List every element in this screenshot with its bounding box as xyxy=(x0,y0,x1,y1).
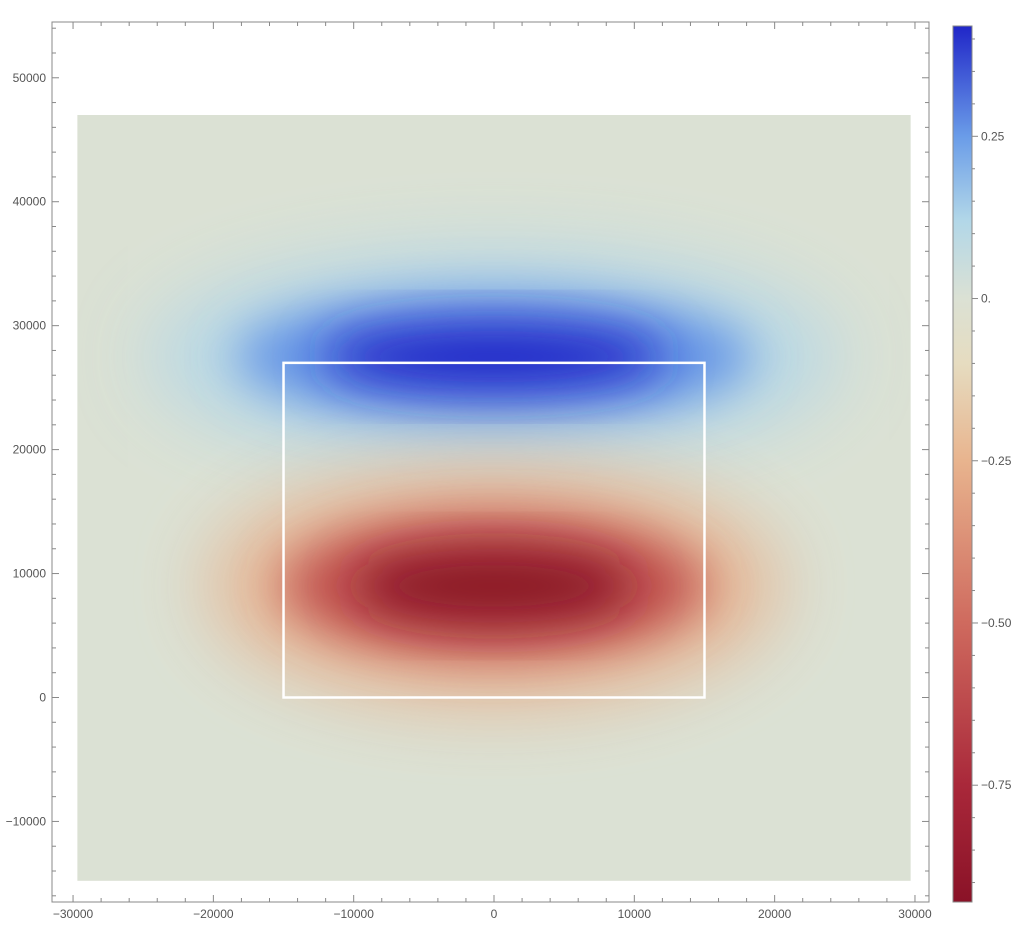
region-rectangle xyxy=(282,361,706,699)
colorbar-tick-label: −0.25 xyxy=(981,454,1012,468)
colorbar-tick-label: 0.25 xyxy=(981,129,1005,143)
y-tick-label: 40000 xyxy=(13,195,47,209)
x-tick-label: −10000 xyxy=(333,907,374,921)
y-tick-label: 50000 xyxy=(13,71,47,85)
x-tick-label: 20000 xyxy=(758,907,792,921)
colorbar-tick-label: −0.75 xyxy=(981,778,1012,792)
colorbar: 0.25 0. −0.25 −0.50 −0.75 xyxy=(952,25,1012,903)
heatmap-field xyxy=(77,114,911,881)
x-tick-label: 0 xyxy=(491,907,498,921)
field-blobs xyxy=(148,250,840,704)
y-tick-label: 20000 xyxy=(13,443,47,457)
y-tick-label: −10000 xyxy=(6,814,47,828)
colorbar-tick-label: −0.50 xyxy=(981,616,1012,630)
field-blob-core xyxy=(322,323,666,391)
colorbar-frame xyxy=(952,25,973,903)
colorbar-gradient xyxy=(953,26,972,902)
x-tick-label: −30000 xyxy=(53,907,94,921)
y-tick-label: 10000 xyxy=(13,567,47,581)
x-tick-label: −20000 xyxy=(193,907,234,921)
field-blob-core xyxy=(352,548,636,624)
y-tick-label: 30000 xyxy=(13,319,47,333)
x-tick-label: 10000 xyxy=(618,907,652,921)
colorbar-ticks: 0.25 0. −0.25 −0.50 −0.75 xyxy=(972,38,1012,884)
colorbar-tick-label: 0. xyxy=(981,292,991,306)
x-axis: −30000 −20000 −10000 0 10000 20000 30000 xyxy=(53,22,932,921)
y-axis: −10000 0 10000 20000 30000 40000 50000 xyxy=(6,27,929,897)
x-tick-label: 30000 xyxy=(898,907,932,921)
plot-frame xyxy=(51,21,930,903)
y-tick-label: 0 xyxy=(39,690,46,704)
